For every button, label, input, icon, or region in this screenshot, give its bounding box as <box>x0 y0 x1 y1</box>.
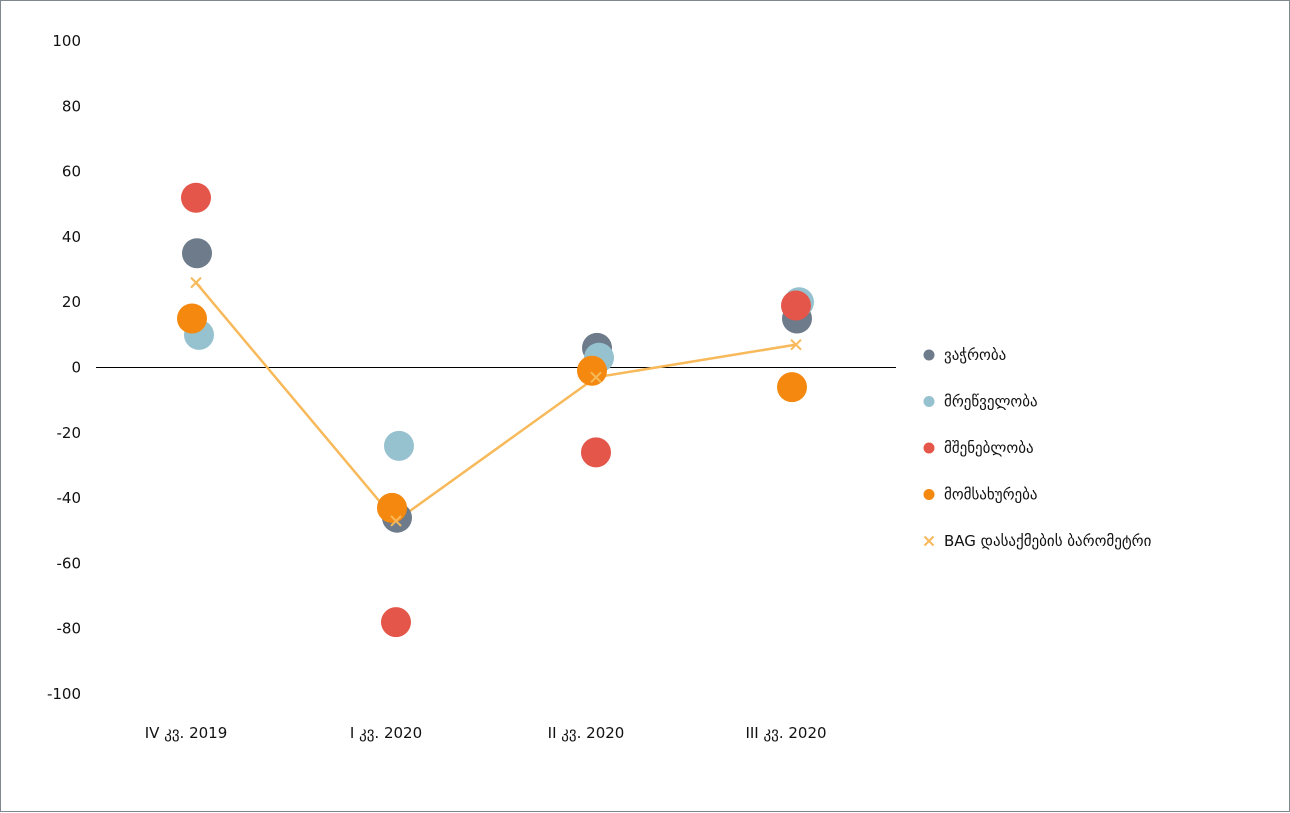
marker-stroke <box>190 276 202 289</box>
data-point <box>384 430 414 461</box>
y-axis-ticks: 100 80 60 40 20 0 -20 -40 -60 -80 -100 <box>47 32 81 703</box>
y-tick-label: 60 <box>62 163 81 181</box>
y-tick-label: -40 <box>57 489 82 507</box>
barometer-line <box>195 281 797 523</box>
x-tick-label: IV კვ. 2019 <box>145 724 228 742</box>
legend-item: მომსახურება <box>923 486 1038 504</box>
marker-stroke <box>790 338 802 351</box>
data-point <box>177 303 207 334</box>
data-point <box>182 238 212 269</box>
y-tick-label: 40 <box>62 228 81 246</box>
y-tick-label: 100 <box>52 32 81 50</box>
legend-item: მშენებლობა <box>923 439 1034 457</box>
legend-item: მრეწველობა <box>923 393 1038 411</box>
legend-label: მრეწველობა <box>944 393 1038 411</box>
y-tick-label: -100 <box>47 685 81 703</box>
barometer-x-marker <box>790 338 802 351</box>
barometer-line-layer <box>195 281 797 523</box>
y-tick-label: 0 <box>71 359 81 377</box>
legend-swatch <box>923 349 935 361</box>
legend-swatch <box>923 535 935 547</box>
data-point <box>377 492 407 523</box>
data-point <box>381 607 411 638</box>
x-tick-label: I კვ. 2020 <box>350 724 422 742</box>
data-point <box>181 182 211 213</box>
data-point <box>777 372 807 403</box>
legend-swatch <box>923 396 935 407</box>
data-point <box>581 437 611 468</box>
y-tick-label: 20 <box>62 293 81 311</box>
x-tick-label: II კვ. 2020 <box>548 724 625 742</box>
y-tick-label: -60 <box>57 554 82 572</box>
x-tick-label: III კვ. 2020 <box>745 724 826 742</box>
data-point <box>577 355 607 386</box>
barometer-x-marker <box>190 276 202 289</box>
y-tick-label: -80 <box>57 620 82 638</box>
legend-label: მომსახურება <box>944 486 1038 504</box>
legend-label: BAG დასაქმების ბარომეტრი <box>944 532 1152 550</box>
y-tick-label: -20 <box>57 424 82 442</box>
legend-label: მშენებლობა <box>944 439 1034 457</box>
barometer-x-marker <box>390 515 402 527</box>
marker-stroke <box>390 515 402 527</box>
legend-swatch <box>923 489 935 500</box>
legend-label: ვაჭრობა <box>944 346 1006 364</box>
data-points <box>177 182 814 638</box>
legend: ვაჭრობა მრეწველობა მშენებლობა მომსახურება BA… <box>923 346 1152 550</box>
y-tick-label: 80 <box>62 97 81 115</box>
barometer-x-marker <box>590 371 602 384</box>
x-axis-ticks: IV კვ. 2019 I კვ. 2020 II კვ. 2020 III კვ. … <box>145 724 827 742</box>
legend-item: BAG დასაქმების ბარომეტრი <box>923 532 1152 550</box>
data-point <box>781 290 811 321</box>
legend-item: ვაჭრობა <box>923 346 1006 364</box>
marker-stroke <box>590 371 602 384</box>
legend-swatch <box>923 442 935 454</box>
